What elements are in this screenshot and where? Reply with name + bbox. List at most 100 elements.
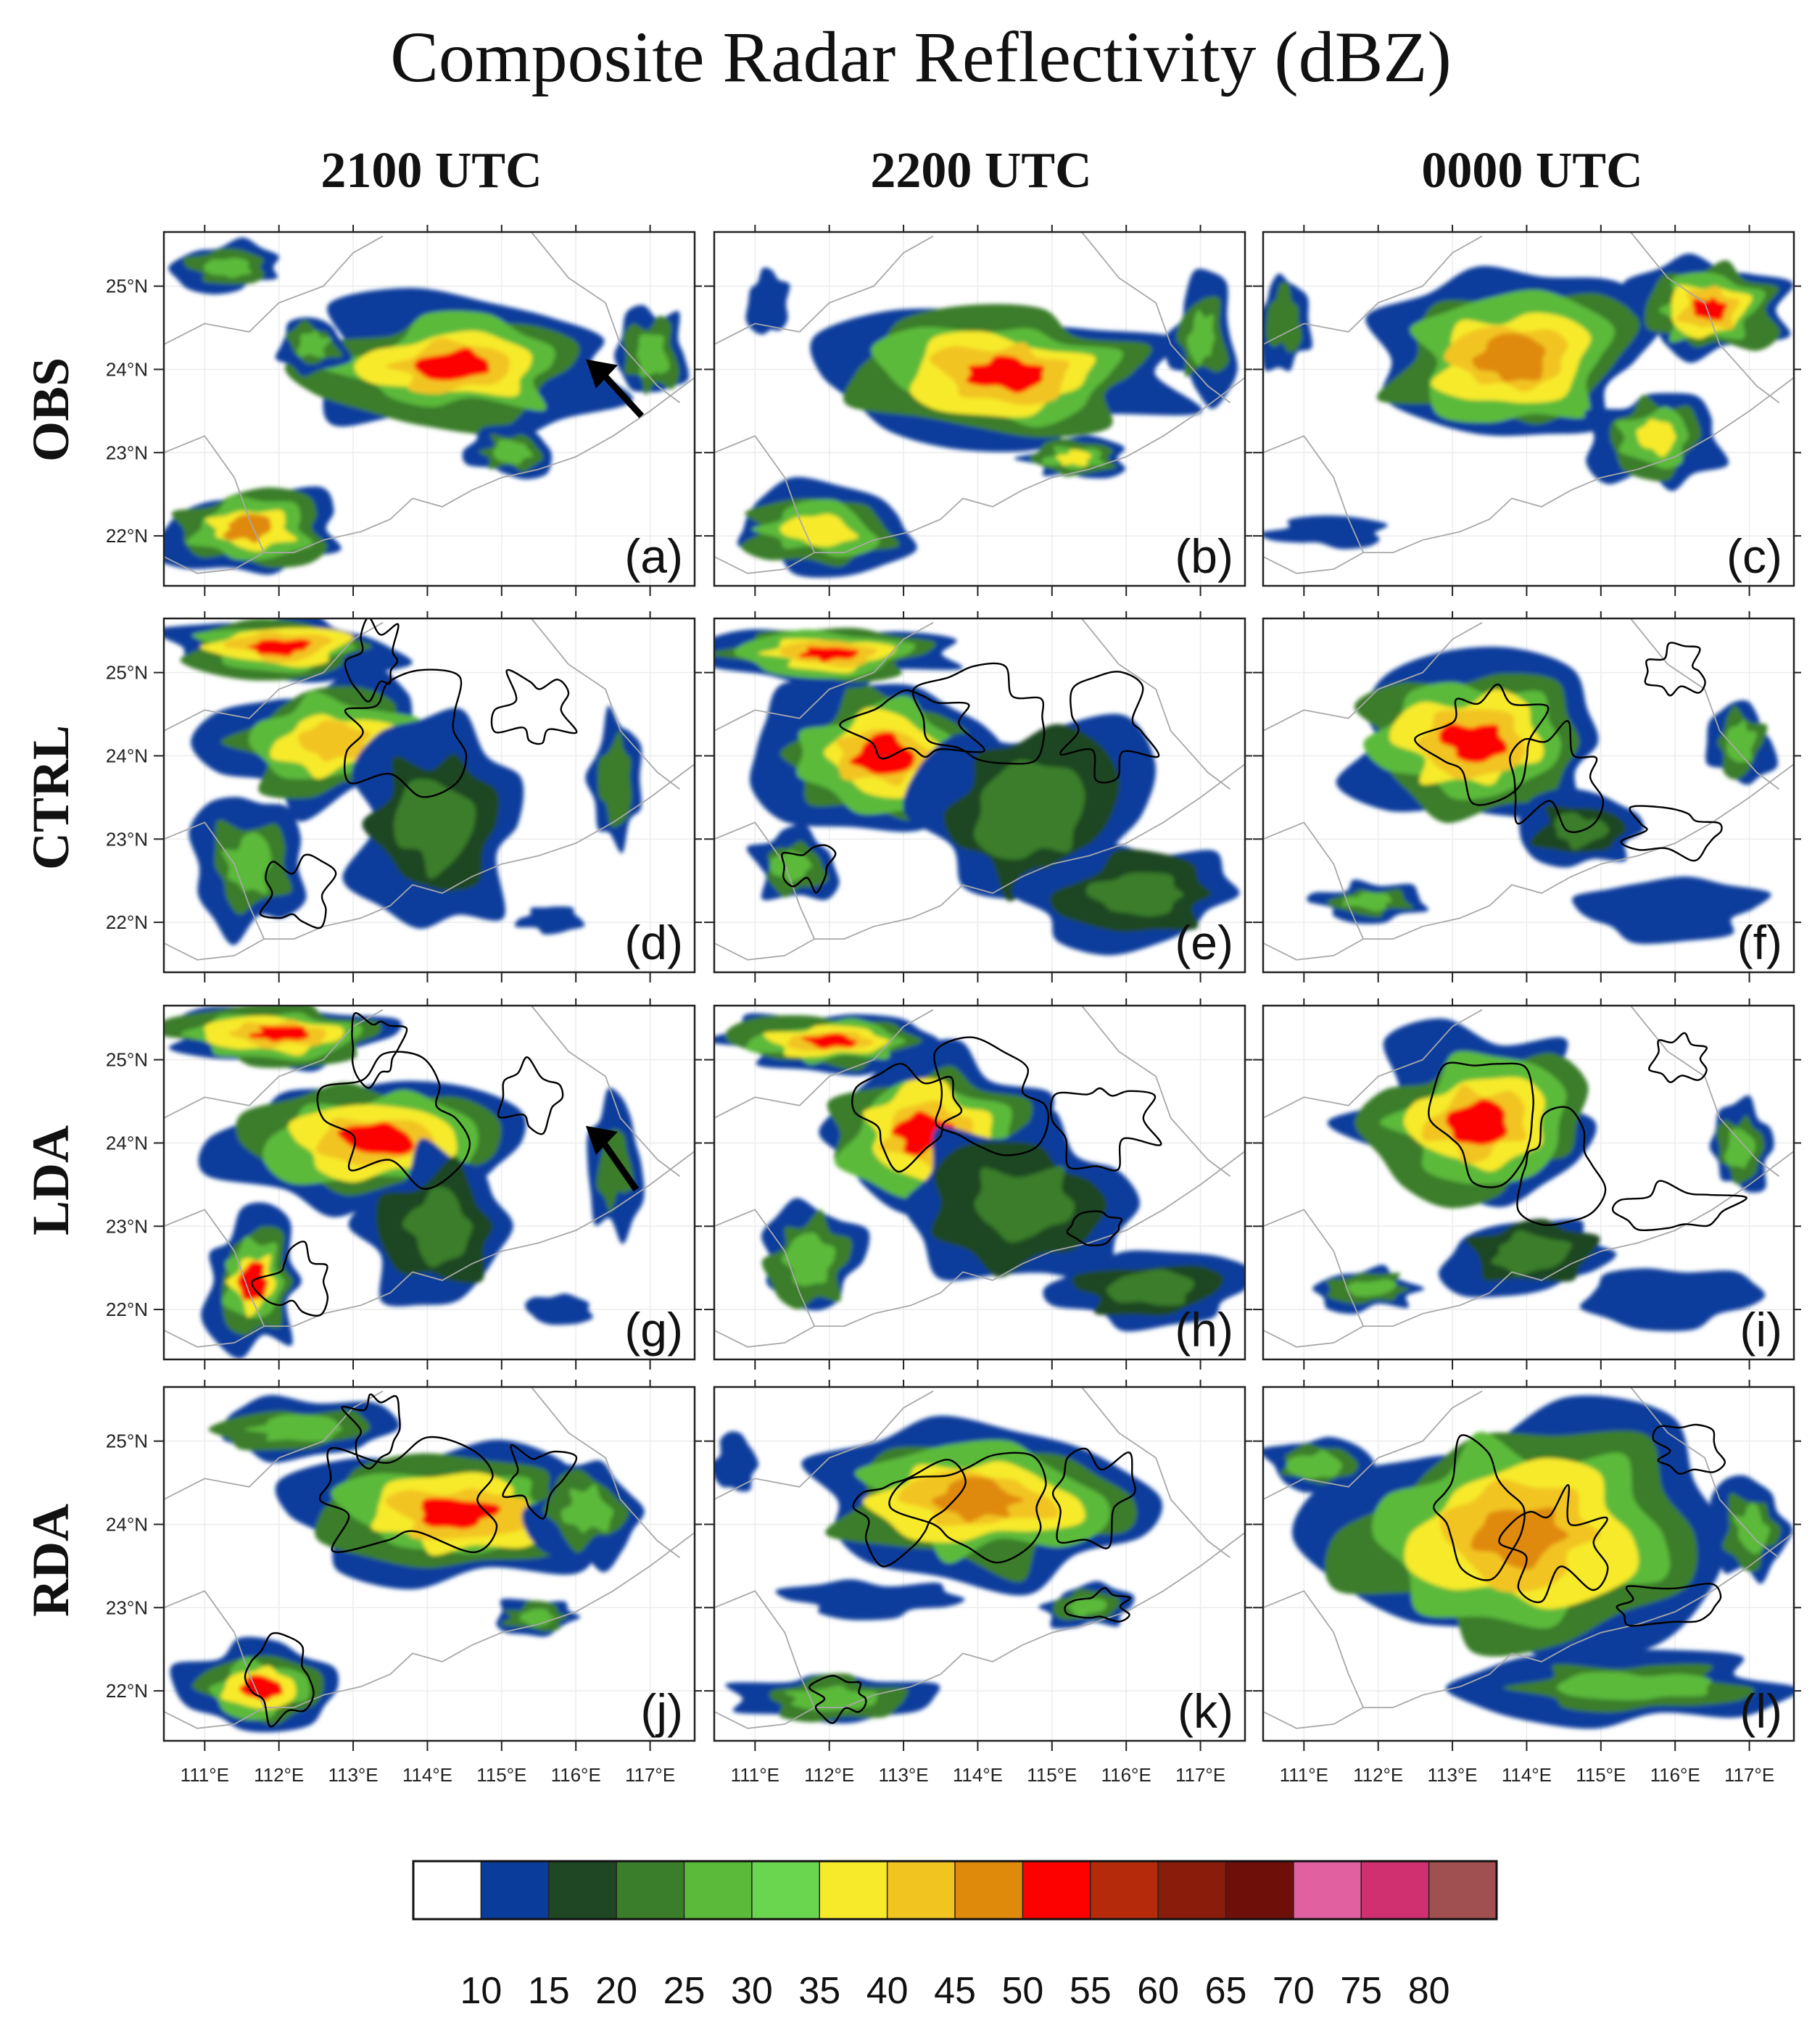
- colorbar-swatch: [1428, 1860, 1498, 1920]
- lon-tick-label: 112°E: [1353, 1764, 1403, 1786]
- echo-lightgreen: [1066, 1598, 1107, 1618]
- coastline: [1081, 1006, 1231, 1177]
- echo-orange: [932, 1476, 1024, 1523]
- observed-contour: [1509, 720, 1605, 833]
- observed-contour: [839, 689, 985, 760]
- echo-green: [402, 1186, 473, 1267]
- echo-lightgreen: [1346, 1279, 1397, 1297]
- reflectivity-echoes: [1312, 1018, 1774, 1332]
- observed-contour: [1516, 1106, 1607, 1226]
- observed-contour: [1648, 1032, 1708, 1083]
- coastline: [1263, 1590, 1365, 1708]
- echo-green: [974, 760, 1085, 860]
- lat-tick-label: 22°N: [106, 1299, 148, 1320]
- column-title-3: 0000 UTC: [1421, 143, 1642, 199]
- echo-red: [1439, 723, 1507, 763]
- observed-contour: [490, 668, 578, 745]
- coastline: [714, 621, 934, 732]
- colorbar-swatch: [954, 1860, 1024, 1920]
- row-title-ctrl: CTRL: [22, 725, 80, 870]
- lon-tick-label: 113°E: [328, 1764, 378, 1786]
- panel-frame: [1262, 617, 1795, 974]
- echo-blue: [1572, 876, 1771, 944]
- panel-frame: [162, 1386, 696, 1742]
- panel-frame: [1262, 1004, 1795, 1361]
- coastline: [714, 377, 1245, 574]
- reflectivity-echoes: [170, 1395, 645, 1733]
- colorbar-label: 60: [1137, 1970, 1179, 2012]
- lon-tick-label: 116°E: [1101, 1764, 1151, 1786]
- lon-tick-label: 115°E: [476, 1764, 526, 1786]
- panel-label: (e): [1175, 916, 1233, 969]
- panel-label: (a): [624, 529, 683, 583]
- coastline: [531, 1006, 681, 1177]
- observed-contour: [1059, 671, 1160, 784]
- lat-tick-label: 25°N: [106, 1430, 148, 1452]
- coastline: [164, 377, 695, 574]
- panel-frame: [162, 231, 696, 587]
- echo-green: [597, 731, 632, 828]
- colorbar-swatch: [1360, 1860, 1430, 1920]
- map-panel: [154, 998, 702, 1370]
- map-panel: [704, 1380, 1252, 1751]
- observed-contour: [1428, 1061, 1534, 1188]
- row-title-rda: RDA: [22, 1504, 80, 1617]
- colorbar-swatch: [1157, 1860, 1227, 1920]
- echo-red: [337, 1122, 415, 1155]
- colorbar-label: 65: [1205, 1970, 1247, 2012]
- echo-lightgreen: [1557, 1671, 1712, 1700]
- coastline: [1263, 821, 1365, 940]
- coastline: [1263, 1009, 1483, 1119]
- coastline: [531, 1387, 681, 1559]
- coastline: [714, 1209, 816, 1327]
- panel-labels: (a) (b) (c) (d) (e) (f) (g) (h) (i) (j) …: [624, 529, 1782, 1738]
- lat-tick-label: 22°N: [106, 525, 148, 547]
- echo-orange: [223, 513, 272, 544]
- observed-contour: [1498, 1484, 1609, 1604]
- coastline: [1081, 1387, 1231, 1559]
- coastline: [164, 235, 384, 345]
- echo-red: [1446, 1098, 1507, 1146]
- echo-red: [247, 639, 312, 657]
- figure-title: Composite Radar Reflectivity (dBZ): [390, 17, 1452, 97]
- coastline: [1630, 618, 1780, 790]
- observed-contour: [808, 1675, 867, 1724]
- colorbar-swatch: [548, 1860, 618, 1920]
- echo-blue: [1263, 516, 1388, 550]
- colorbar-label: 80: [1408, 1970, 1450, 2012]
- coastline: [1081, 232, 1231, 404]
- echo-lightgreen: [297, 331, 332, 357]
- colorbar-swatch: [1022, 1860, 1091, 1920]
- echo-red: [249, 1025, 310, 1042]
- map-panel: [1253, 611, 1801, 982]
- observed-contour: [1049, 1087, 1162, 1172]
- reflectivity-echoes: [1307, 647, 1778, 944]
- echo-blue: [775, 1579, 965, 1620]
- panel-label: (b): [1175, 529, 1233, 583]
- echo-red: [801, 1032, 858, 1050]
- panel-frame: [1262, 1386, 1795, 1742]
- echo-lightgreen: [244, 1414, 342, 1442]
- coastline: [531, 618, 681, 790]
- coastline: [1263, 1390, 1483, 1500]
- coastline: [164, 1209, 265, 1327]
- lon-tick-label: 112°E: [254, 1764, 304, 1786]
- colorbar-label: 25: [663, 1970, 706, 2012]
- lat-tick-label: 24°N: [106, 358, 148, 380]
- lat-tick-label: 23°N: [106, 442, 148, 463]
- panel-frame: [713, 617, 1246, 974]
- lon-tick-label: 113°E: [878, 1764, 928, 1786]
- lat-tick-label: 24°N: [106, 745, 148, 766]
- colorbar-label: 75: [1340, 1970, 1382, 2012]
- lat-tick-label: 22°N: [106, 1680, 148, 1702]
- coastline: [164, 763, 695, 961]
- echo-blue: [745, 267, 790, 335]
- lat-tick-label: 25°N: [106, 662, 148, 684]
- latitude-tick-labels: 25°N 24°N 23°N 22°N 25°N 24°N 23°N 22°N …: [106, 276, 148, 1702]
- reflectivity-echoes: [164, 237, 689, 575]
- coastline: [1263, 763, 1794, 961]
- echo-lightgreen: [1726, 720, 1757, 763]
- lon-tick-label: 111°E: [181, 1764, 229, 1786]
- observed-contour: [259, 853, 337, 929]
- coastline: [164, 435, 265, 553]
